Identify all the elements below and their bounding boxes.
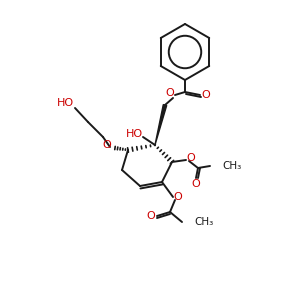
Text: O: O xyxy=(147,211,155,221)
Text: HO: HO xyxy=(56,98,74,108)
Text: CH₃: CH₃ xyxy=(194,217,213,227)
Text: O: O xyxy=(192,179,200,189)
Text: O: O xyxy=(174,192,182,202)
Polygon shape xyxy=(155,105,167,145)
Text: HO: HO xyxy=(125,129,142,139)
Text: O: O xyxy=(202,90,210,100)
Text: O: O xyxy=(166,88,174,98)
Text: O: O xyxy=(102,140,111,150)
Text: O: O xyxy=(187,153,195,163)
Text: CH₃: CH₃ xyxy=(222,161,241,171)
